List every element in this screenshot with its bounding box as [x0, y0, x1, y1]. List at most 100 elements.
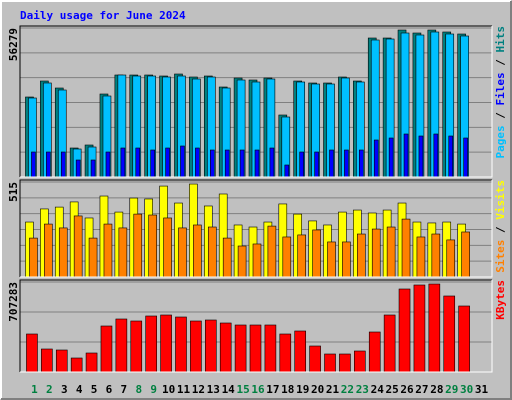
- legend-entry: Files: [494, 72, 507, 105]
- bar: [269, 147, 275, 178]
- bar: [461, 231, 470, 278]
- bar: [103, 223, 113, 278]
- bar: [175, 316, 187, 373]
- x-tick-label: 10: [162, 383, 175, 396]
- bar: [386, 226, 396, 278]
- bar: [88, 237, 98, 278]
- panel-frame-dark: [19, 179, 492, 277]
- x-tick-label: 17: [266, 383, 279, 396]
- bar: [207, 226, 217, 278]
- y-tick-label: 515: [7, 182, 20, 202]
- bar: [150, 149, 155, 178]
- x-tick-label: 21: [326, 383, 340, 396]
- bar: [371, 228, 381, 278]
- bar: [284, 164, 290, 178]
- x-tick-label: 14: [222, 383, 236, 396]
- bar: [58, 227, 68, 278]
- bar: [133, 213, 143, 278]
- x-tick-label: 4: [76, 383, 83, 396]
- bar: [180, 145, 185, 178]
- bar: [26, 333, 38, 373]
- x-tick-label: 18: [281, 383, 294, 396]
- bar: [324, 353, 336, 373]
- x-tick-label: 22: [341, 383, 354, 396]
- panel-frame-light: [20, 180, 493, 278]
- bar: [446, 239, 456, 278]
- bar: [165, 147, 170, 178]
- bar: [135, 147, 141, 178]
- bar: [70, 357, 83, 373]
- x-tick-label: 31: [475, 383, 489, 396]
- x-tick-label: 11: [177, 383, 191, 396]
- bar: [297, 234, 307, 278]
- bar: [148, 214, 157, 278]
- bar: [431, 233, 441, 278]
- x-tick-label: 25: [386, 383, 399, 396]
- bar: [279, 333, 292, 373]
- bar: [448, 135, 454, 178]
- bar: [145, 315, 157, 373]
- bar: [55, 349, 68, 373]
- bar: [428, 283, 441, 373]
- bar: [160, 314, 172, 373]
- bar: [413, 284, 426, 373]
- panel-frame-light: [20, 280, 493, 373]
- bar: [309, 345, 321, 373]
- y-tick-label: 56279: [7, 28, 20, 61]
- bar: [195, 147, 200, 178]
- x-tick-label: 28: [430, 383, 443, 396]
- bar: [354, 350, 366, 373]
- x-tick-label: 2: [46, 383, 53, 396]
- bar: [294, 330, 307, 373]
- panel-frame-dark: [19, 25, 492, 177]
- bar: [433, 133, 439, 178]
- bar: [105, 151, 111, 178]
- bar: [339, 353, 351, 373]
- bar: [314, 151, 319, 178]
- legend: Pages / Files / Hits: [494, 26, 507, 159]
- bar: [443, 295, 456, 373]
- bar: [100, 325, 113, 373]
- bar: [398, 288, 411, 373]
- x-tick-label: 30: [460, 383, 473, 396]
- x-tick-label: 9: [150, 383, 157, 396]
- x-tick-label: 29: [445, 383, 458, 396]
- bar: [401, 218, 411, 278]
- bar: [239, 149, 245, 178]
- bar: [73, 215, 83, 278]
- bar: [368, 331, 381, 373]
- bar: [357, 233, 366, 278]
- x-tick-label: 6: [106, 383, 113, 396]
- x-tick-label: 23: [356, 383, 369, 396]
- bar: [312, 229, 321, 278]
- bar: [299, 151, 305, 178]
- bar: [204, 319, 217, 373]
- bar: [31, 151, 36, 178]
- legend-entry: Hits: [494, 26, 507, 53]
- bar: [458, 305, 470, 373]
- y-tick-label: 707283: [7, 282, 20, 322]
- bar: [383, 314, 396, 373]
- bar: [29, 237, 38, 278]
- bar: [46, 151, 51, 178]
- bar: [193, 224, 202, 278]
- bar: [178, 227, 187, 278]
- legend-entry: Pages: [494, 125, 507, 158]
- bar: [237, 245, 247, 278]
- bar: [219, 322, 232, 373]
- bar: [75, 159, 81, 178]
- bar: [190, 320, 202, 373]
- bar: [403, 133, 409, 178]
- legend: KBytes: [494, 280, 507, 320]
- bar: [264, 324, 277, 373]
- bar: [224, 149, 230, 178]
- bar: [85, 352, 98, 373]
- bar: [222, 237, 232, 278]
- bar: [163, 217, 172, 278]
- x-tick-label: 1: [31, 383, 38, 396]
- x-tick-label: 19: [296, 383, 309, 396]
- panel-frame-light: [20, 26, 493, 178]
- bar: [254, 149, 260, 178]
- bar: [249, 324, 262, 373]
